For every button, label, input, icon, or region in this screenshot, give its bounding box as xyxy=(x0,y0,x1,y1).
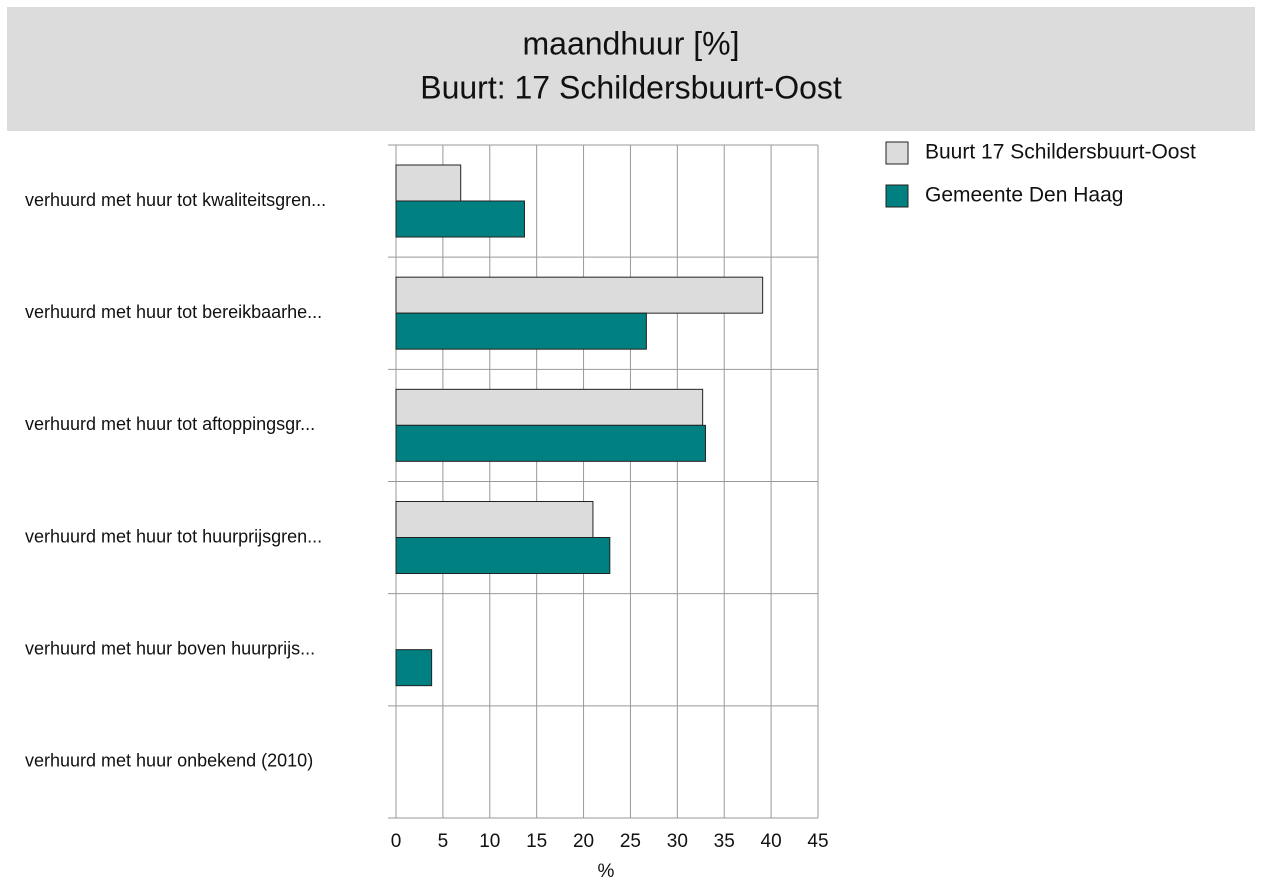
y-tick-label: verhuurd met huur tot aftoppingsgr... xyxy=(25,414,315,434)
y-tick-label: verhuurd met huur boven huurprijs... xyxy=(25,638,315,658)
legend-label: Gemeente Den Haag xyxy=(925,184,1123,207)
bar xyxy=(395,537,611,574)
y-tick-label: verhuurd met huur tot bereikbaarhe... xyxy=(25,302,322,322)
x-tick-label: 5 xyxy=(438,831,449,852)
x-tick-label: 10 xyxy=(479,831,500,852)
y-tick-label: verhuurd met huur tot kwaliteitsgren... xyxy=(25,190,326,210)
bar xyxy=(395,388,704,426)
chart-subtitle: Buurt: 17 Schildersbuurt-Oost xyxy=(420,69,842,105)
bar xyxy=(395,501,594,538)
x-tick-label: 20 xyxy=(573,831,594,852)
bar xyxy=(395,276,764,314)
legend-label: Buurt 17 Schildersbuurt-Oost xyxy=(925,141,1196,164)
x-tick-label: 40 xyxy=(761,831,782,852)
x-axis-label: % xyxy=(598,861,615,882)
bar xyxy=(395,164,462,202)
x-tick-label: 15 xyxy=(526,831,547,852)
y-tick-label: verhuurd met huur onbekend (2010) xyxy=(25,751,313,771)
bar xyxy=(395,649,433,687)
legend-swatch xyxy=(885,184,909,208)
bar xyxy=(395,424,706,462)
x-tick-label: 35 xyxy=(714,831,735,852)
legend-swatch xyxy=(885,141,909,165)
bar xyxy=(395,200,525,238)
x-tick-label: 30 xyxy=(667,831,688,852)
x-tick-label: 0 xyxy=(391,831,402,852)
x-tick-label: 25 xyxy=(620,831,641,852)
bar xyxy=(395,312,647,350)
x-tick-label: 45 xyxy=(807,831,828,852)
y-tick-label: verhuurd met huur tot huurprijsgren... xyxy=(25,526,322,546)
title-banner xyxy=(7,7,1255,131)
chart-title: maandhuur [%] xyxy=(522,25,739,61)
